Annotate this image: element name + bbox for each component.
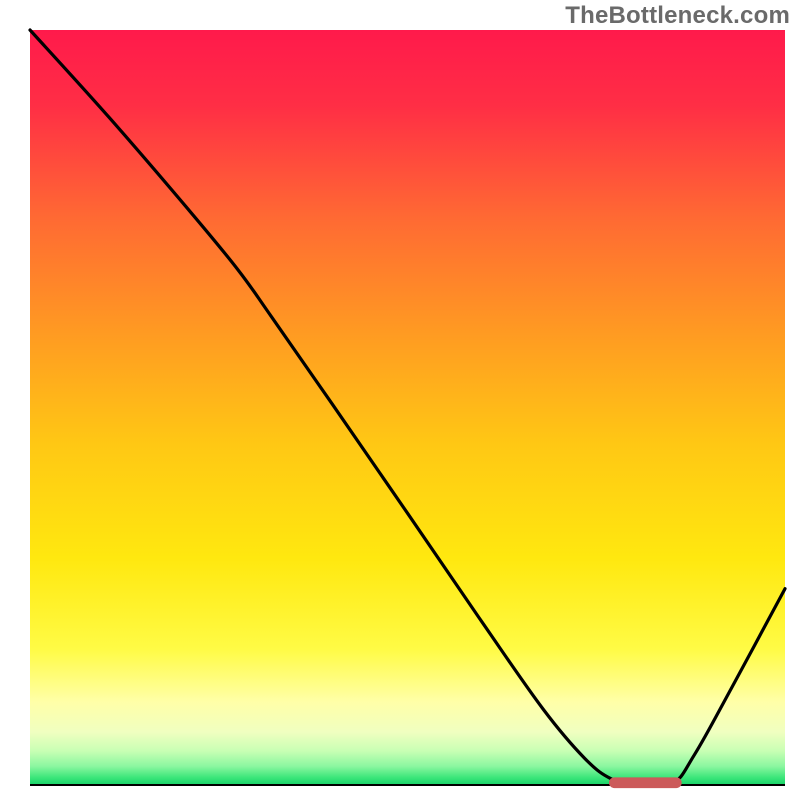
bottleneck-chart [0, 0, 800, 800]
optimal-marker [609, 778, 681, 788]
figure-root: TheBottleneck.com [0, 0, 800, 800]
watermark-text: TheBottleneck.com [565, 2, 790, 30]
gradient-background [30, 30, 785, 785]
